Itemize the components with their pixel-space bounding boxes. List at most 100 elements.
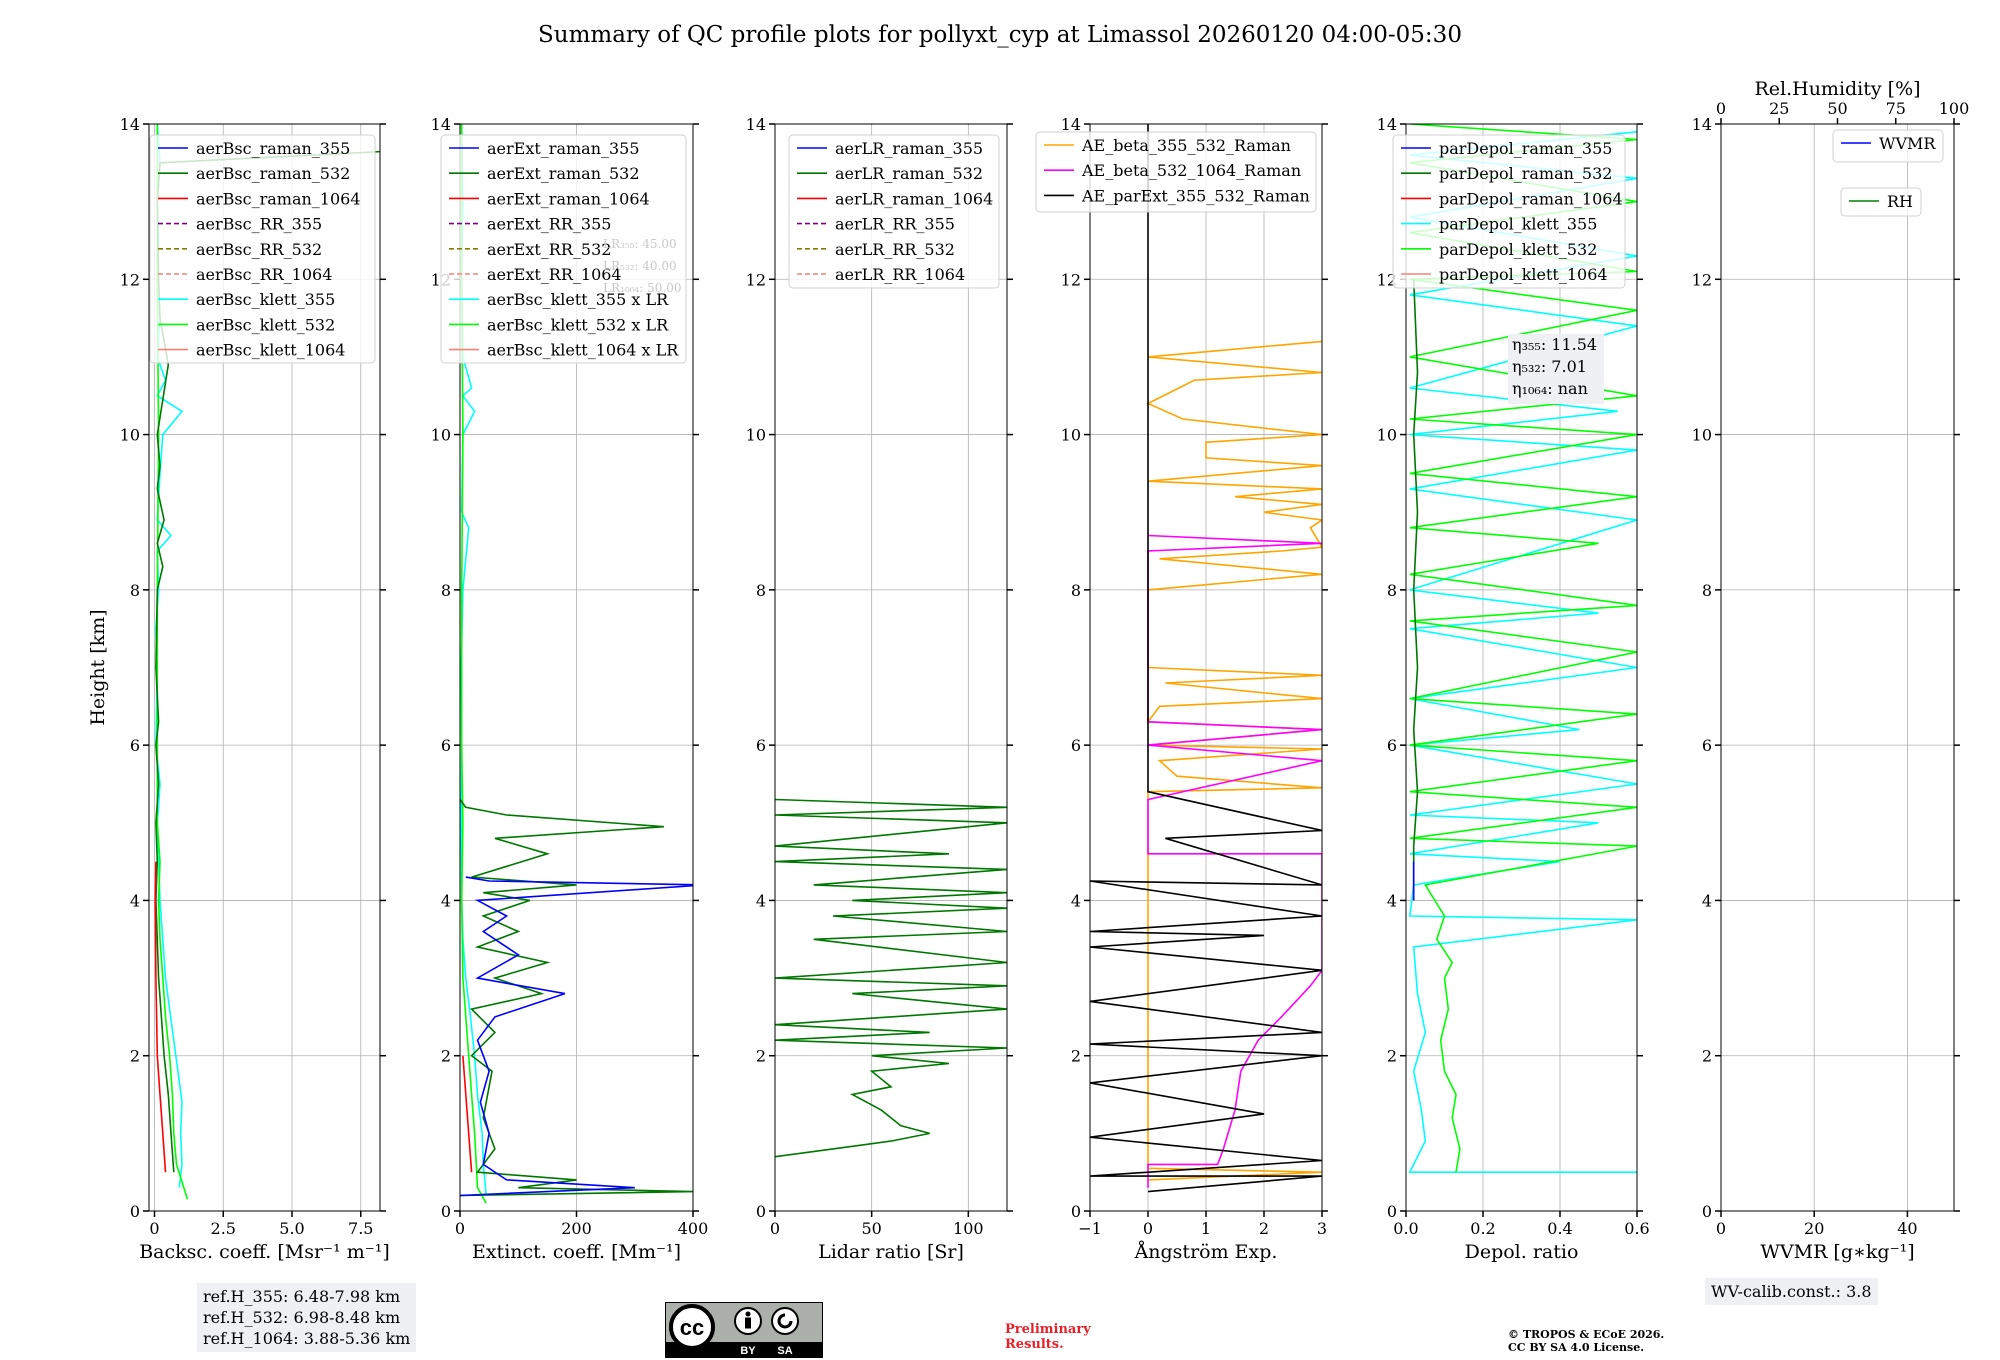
x-tick-label: −1 xyxy=(1078,1219,1102,1238)
y-tick-label: 6 xyxy=(130,736,140,755)
y-tick-label: 12 xyxy=(746,270,766,289)
legend-label: aerBsc_klett_1064 xyxy=(196,341,345,360)
x-tick-label: 0 xyxy=(770,1219,780,1238)
y-axis-label: Height [km] xyxy=(87,609,109,725)
y-tick-label: 0 xyxy=(1071,1202,1081,1221)
y-tick-label: 0 xyxy=(130,1202,140,1221)
series-line-aerBsc_klett_532 x LR xyxy=(460,124,487,1204)
y-tick-label: 8 xyxy=(1071,581,1081,600)
legend-label: parDepol_klett_532 xyxy=(1439,240,1597,259)
legend-box xyxy=(149,134,376,364)
y-tick-label: 6 xyxy=(756,736,766,755)
series-line-aerLR_raman_532 xyxy=(775,798,1007,1158)
axes-frame xyxy=(1405,123,1638,1212)
x-tick-label: 20 xyxy=(1804,1219,1824,1238)
y-tick-label: 2 xyxy=(130,1047,140,1066)
x-tick-label: 200 xyxy=(561,1219,592,1238)
legend-label: aerBsc_klett_355 xyxy=(196,290,335,309)
legend-label: aerBsc_klett_532 xyxy=(196,315,335,334)
y-tick-label: 14 xyxy=(1061,115,1081,134)
y-tick-label: 8 xyxy=(756,581,766,600)
y-tick-label: 8 xyxy=(1702,581,1712,600)
x-tick-label: 7.5 xyxy=(348,1219,373,1238)
y-tick-label: 2 xyxy=(756,1047,766,1066)
y-tick-label: 4 xyxy=(1387,891,1397,910)
top-x-tick-label: 100 xyxy=(1939,99,1970,118)
top-x-tick-label: 25 xyxy=(1769,99,1789,118)
legend-label: AE_parExt_355_532_Raman xyxy=(1081,186,1310,205)
preliminary-line-1: Preliminary xyxy=(1005,1322,1091,1337)
y-tick-label: 0 xyxy=(1702,1202,1712,1221)
y-tick-label: 12 xyxy=(1061,270,1081,289)
x-tick-label: 0.6 xyxy=(1624,1219,1649,1238)
y-tick-label: 10 xyxy=(431,426,451,445)
x-tick-label: 0 xyxy=(455,1219,465,1238)
legend-label: aerExt_RR_1064 xyxy=(487,265,622,284)
y-tick-label: 4 xyxy=(441,891,451,910)
legend-label: aerLR_raman_355 xyxy=(835,139,983,158)
legend-box xyxy=(1392,134,1626,289)
annotation-box xyxy=(1508,334,1604,404)
legend-label: aerExt_raman_355 xyxy=(487,139,640,158)
series-line-AE_parExt_355_532_Raman xyxy=(1090,124,1322,1193)
legend-label: aerBsc_raman_355 xyxy=(196,139,350,158)
cc-logo-icon xyxy=(669,1304,715,1350)
sa-label: SA xyxy=(777,1345,792,1357)
y-tick-label: 4 xyxy=(130,891,140,910)
x-tick-label: 0.2 xyxy=(1470,1219,1495,1238)
x-axis-label: Extinct. coeff. [Mm⁻¹] xyxy=(472,1241,681,1263)
x-tick-label: 50 xyxy=(861,1219,881,1238)
y-tick-label: 0 xyxy=(1387,1202,1397,1221)
y-tick-label: 14 xyxy=(1377,115,1397,134)
y-tick-label: 4 xyxy=(1702,891,1712,910)
reference-height-box: ref.H_355: 6.48-7.98 km ref.H_532: 6.98-… xyxy=(197,1283,417,1352)
x-tick-label: 400 xyxy=(678,1219,709,1238)
x-tick-label: 1 xyxy=(1201,1219,1211,1238)
y-tick-label: 14 xyxy=(120,115,140,134)
legend-label: aerExt_RR_532 xyxy=(487,240,611,259)
series-line-parDepol_raman_532 xyxy=(1412,279,1419,901)
legend-box xyxy=(788,134,1000,289)
annotation-text: η₁₀₆₄: nan xyxy=(1512,379,1588,398)
y-tick-label: 14 xyxy=(746,115,766,134)
x-tick-label: 2.5 xyxy=(211,1219,236,1238)
cc-license-badge: cc BY SA xyxy=(665,1302,823,1358)
axes-frame xyxy=(1720,123,1955,1212)
legend-label: aerExt_raman_532 xyxy=(487,164,640,183)
legend-label: parDepol_raman_532 xyxy=(1439,164,1612,183)
preliminary-line-2: Results. xyxy=(1005,1337,1064,1352)
y-tick-label: 8 xyxy=(130,581,140,600)
annotation-text: η₃₅₅: 11.54 xyxy=(1512,335,1597,354)
x-tick-label: 0 xyxy=(1716,1219,1726,1238)
series-line-AE_beta_355_532_Raman xyxy=(1146,340,1322,1181)
legend-label: aerLR_raman_532 xyxy=(835,164,983,183)
y-tick-label: 12 xyxy=(1692,270,1712,289)
annotation-text: LR₃₅₅: 45.00 xyxy=(603,237,677,251)
legend-label: aerBsc_klett_1064 x LR xyxy=(487,341,679,360)
y-tick-label: 6 xyxy=(1071,736,1081,755)
x-axis-label: WVMR [g∗kg⁻¹] xyxy=(1760,1241,1914,1263)
y-tick-label: 12 xyxy=(120,270,140,289)
refh-1064: ref.H_1064: 3.88-5.36 km xyxy=(203,1329,411,1348)
x-tick-label: 0.0 xyxy=(1393,1219,1418,1238)
x-axis-label: Backsc. coeff. [Msr⁻¹ m⁻¹] xyxy=(139,1241,390,1263)
top-axis-label: Rel.Humidity [%] xyxy=(1754,78,1920,100)
legend-label: AE_beta_355_532_Raman xyxy=(1081,136,1291,155)
legend-box xyxy=(440,134,687,364)
y-tick-label: 0 xyxy=(441,1202,451,1221)
legend-label: aerExt_raman_1064 xyxy=(487,189,650,208)
y-tick-label: 10 xyxy=(746,426,766,445)
legend-label: RH xyxy=(1887,192,1913,211)
legend-label: aerBsc_raman_1064 xyxy=(196,189,361,208)
legend-label: aerBsc_klett_532 x LR xyxy=(487,315,669,334)
y-tick-label: 10 xyxy=(1692,426,1712,445)
wv-calib-box: WV-calib.const.: 3.8 xyxy=(1705,1278,1878,1305)
y-tick-label: 8 xyxy=(1387,581,1397,600)
y-tick-label: 2 xyxy=(1387,1047,1397,1066)
x-tick-label: 5.0 xyxy=(279,1219,304,1238)
legend-label: parDepol_klett_355 xyxy=(1439,215,1597,234)
figure-title: Summary of QC profile plots for pollyxt_… xyxy=(538,22,1462,48)
legend-label: aerExt_RR_355 xyxy=(487,215,611,234)
y-tick-label: 10 xyxy=(1061,426,1081,445)
